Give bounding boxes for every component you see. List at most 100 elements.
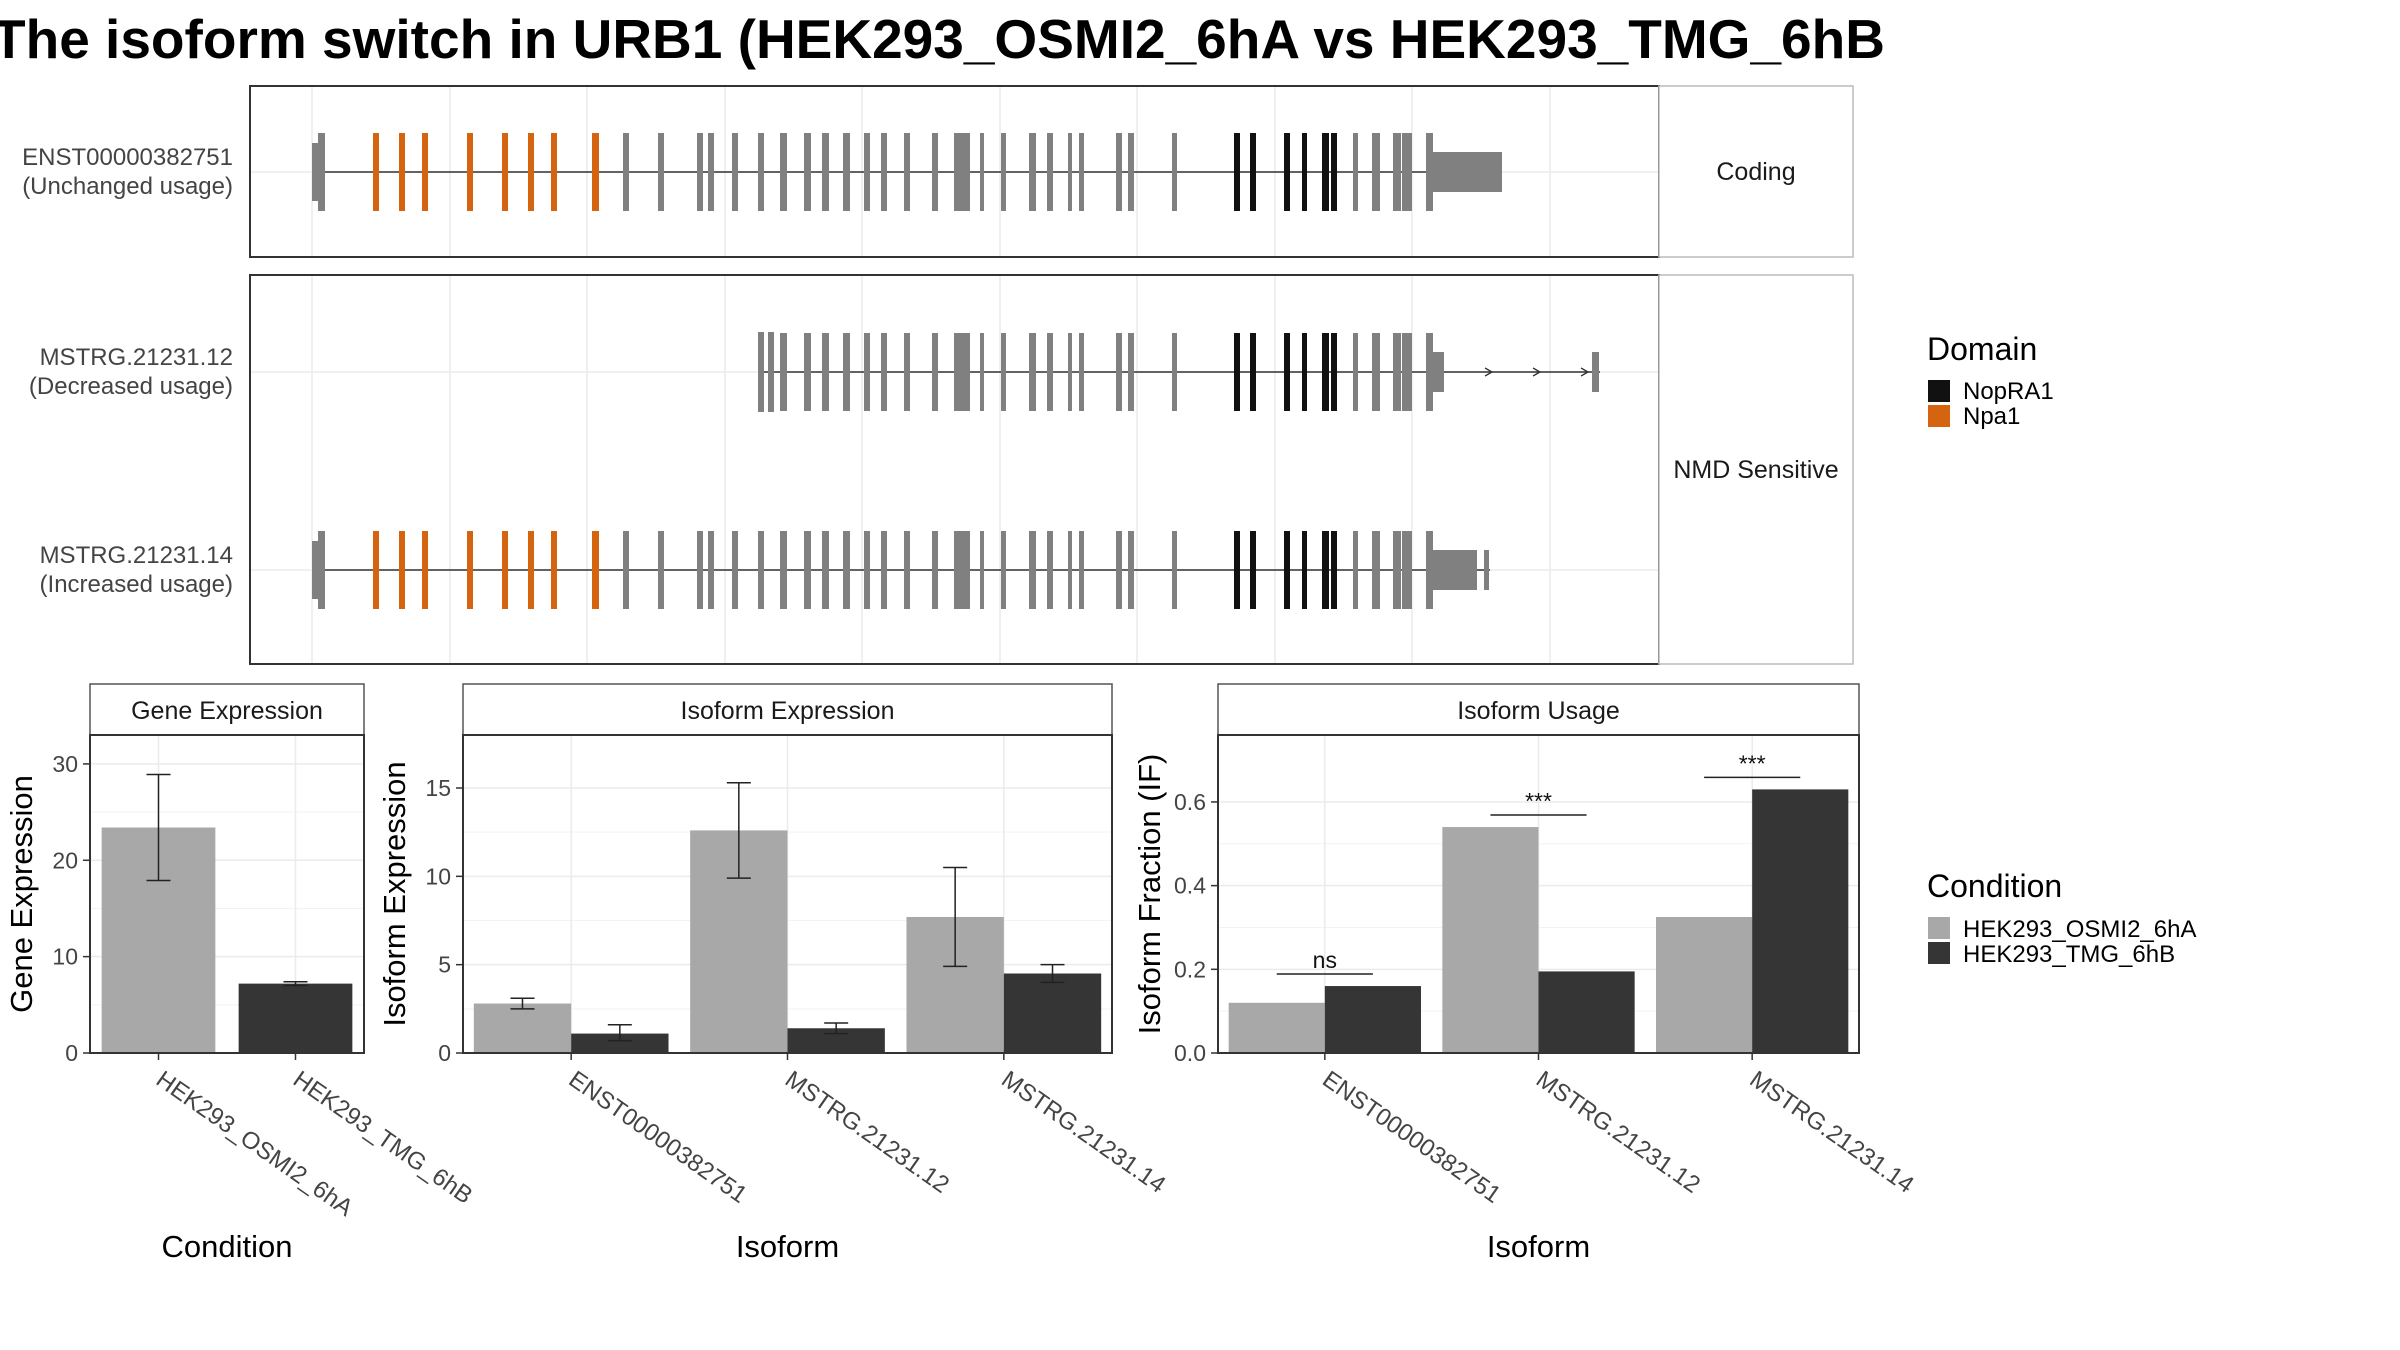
exon: [1047, 531, 1053, 609]
x-tick-label: MSTRG.21231.14: [996, 1066, 1170, 1199]
legend-key-osmi2: [1928, 917, 1950, 939]
panel-strip-label: Isoform Usage: [1457, 697, 1620, 725]
legend-label-tmg: HEK293_TMG_6hB: [1963, 941, 2175, 968]
x-tick-label: ENST00000382751: [564, 1066, 752, 1209]
exon-nopra1-domain: [1234, 333, 1240, 411]
exon-nopra1-domain: [1284, 531, 1290, 609]
exon: [1001, 333, 1006, 411]
bar-hek293_osmi2_6ha: [1228, 1002, 1325, 1053]
exon-npa1-domain: [502, 133, 508, 211]
exon: [1079, 531, 1084, 609]
exon: [881, 133, 887, 211]
exon: [843, 133, 850, 211]
exon-nopra1-domain: [1302, 133, 1307, 211]
exon: [1393, 531, 1401, 609]
exon: [318, 133, 325, 211]
exon: [1353, 133, 1358, 211]
exon: [954, 333, 970, 411]
exon: [1426, 333, 1433, 411]
exon: [932, 333, 938, 411]
y-tick-label: 20: [52, 847, 78, 873]
exon: [1353, 333, 1358, 411]
exon: [1128, 531, 1134, 609]
exon-npa1-domain: [399, 133, 405, 211]
exon-npa1-domain: [467, 133, 473, 211]
strand-arrow: [1484, 367, 1494, 377]
exon: [932, 531, 938, 609]
bar-hek293_tmg_6hb: [1324, 986, 1421, 1053]
bar-hek293_osmi2_6ha: [1442, 827, 1539, 1053]
bar-hek293_osmi2_6ha: [473, 1003, 572, 1053]
exon: [804, 531, 811, 609]
transcript-tracks: [312, 133, 1600, 609]
y-tick-label: 30: [52, 751, 78, 777]
exon: [904, 531, 910, 609]
exon: [954, 133, 970, 211]
exon: [1426, 133, 1433, 211]
x-tick-label: MSTRG.21231.12: [1531, 1066, 1705, 1199]
exon: [780, 133, 787, 211]
exon: [881, 333, 887, 411]
exon-utr: [1432, 352, 1444, 392]
domain-legend-title: Domain: [1927, 331, 2037, 367]
exon: [1372, 333, 1380, 411]
exon: [822, 133, 829, 211]
exon-npa1-domain: [373, 531, 379, 609]
bar-panel-isoform-usage: Isoform Usage ns *** *** 0.0 0.2 0.4 0.6 ENST000…: [1132, 683, 1919, 1264]
exon-nopra1-domain: [1302, 333, 1307, 411]
y-tick-label: 0.4: [1174, 873, 1206, 899]
exon-npa1-domain: [422, 133, 428, 211]
significance-label: ns: [1313, 947, 1337, 973]
nmd-strip: [1658, 274, 1854, 665]
exon: [1047, 133, 1053, 211]
exon: [864, 531, 870, 609]
strand-arrow: [1580, 367, 1590, 377]
exon: [1372, 531, 1380, 609]
x-axis-title: Isoform: [736, 1229, 839, 1264]
y-tick-label: 0: [65, 1040, 78, 1066]
legend-label-npa1: Npa1: [1963, 403, 2020, 430]
strip-nmd-label: NMD Sensitive: [1673, 456, 1838, 484]
exon: [1402, 333, 1412, 411]
y-axis-title: Isoform Fraction (IF): [1132, 754, 1167, 1035]
y-tick-label: 5: [438, 952, 451, 978]
exon: [318, 531, 325, 609]
exon-nopra1-domain: [1331, 333, 1337, 411]
exon-npa1-domain: [502, 531, 508, 609]
exon: [697, 133, 703, 211]
condition-legend: Condition HEK293_OSMI2_6hA HEK293_TMG_6h…: [1927, 868, 2196, 968]
exon: [1001, 133, 1006, 211]
x-tick-label: MSTRG.21231.12: [780, 1066, 954, 1199]
bar-hek293_tmg_6hb: [1752, 789, 1849, 1053]
transcript-row-labels: ENST00000382751 (Unchanged usage) MSTRG.…: [22, 144, 233, 598]
panel-strip-label: Isoform Expression: [681, 697, 895, 725]
transcript-structure-panel: Coding NMD Sensitive ENST00000382751 (Un…: [22, 85, 1854, 665]
exon-npa1-domain: [422, 531, 428, 609]
exon: [1047, 333, 1053, 411]
exon-nopra1-domain: [1234, 531, 1240, 609]
x-tick-label: ENST00000382751: [1317, 1066, 1505, 1209]
transcript-track: [312, 133, 1502, 211]
exon-nopra1-domain: [1250, 333, 1256, 411]
exon-nopra1-domain: [1331, 531, 1337, 609]
exon-nopra1-domain: [1250, 531, 1256, 609]
exon: [1393, 133, 1401, 211]
exon-npa1-domain: [551, 133, 557, 211]
exon: [758, 332, 764, 412]
significance-label: ***: [1525, 788, 1552, 814]
exon-npa1-domain: [528, 133, 534, 211]
legend-key-tmg: [1928, 942, 1950, 964]
bar-hek293_osmi2_6ha: [1656, 917, 1753, 1053]
exon: [1001, 531, 1006, 609]
exon-nopra1-domain: [1331, 133, 1337, 211]
exon: [1116, 333, 1122, 411]
exon: [1068, 333, 1072, 411]
strand-arrow: [1532, 367, 1542, 377]
exon-npa1-domain: [592, 133, 599, 211]
exon: [623, 531, 629, 609]
exon-npa1-domain: [399, 531, 405, 609]
y-tick-label: 0.6: [1174, 789, 1206, 815]
legend-label-nopra1: NopRA1: [1963, 378, 2054, 405]
